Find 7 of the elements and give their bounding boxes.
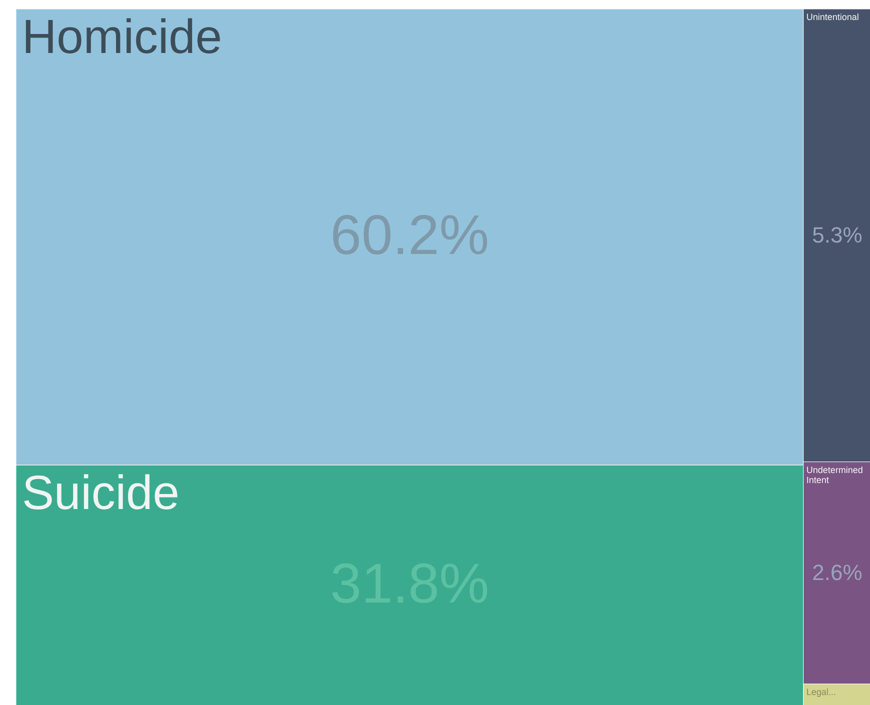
- category-label: Legal...: [806, 687, 836, 697]
- category-label: Suicide: [22, 467, 180, 520]
- category-label: Undetermined Intent: [806, 464, 863, 485]
- category-label: Homicide: [22, 11, 222, 64]
- data-label: 5.3%: [812, 222, 862, 248]
- data-label: 2.6%: [812, 560, 862, 585]
- category-label: Unintentional: [806, 12, 859, 22]
